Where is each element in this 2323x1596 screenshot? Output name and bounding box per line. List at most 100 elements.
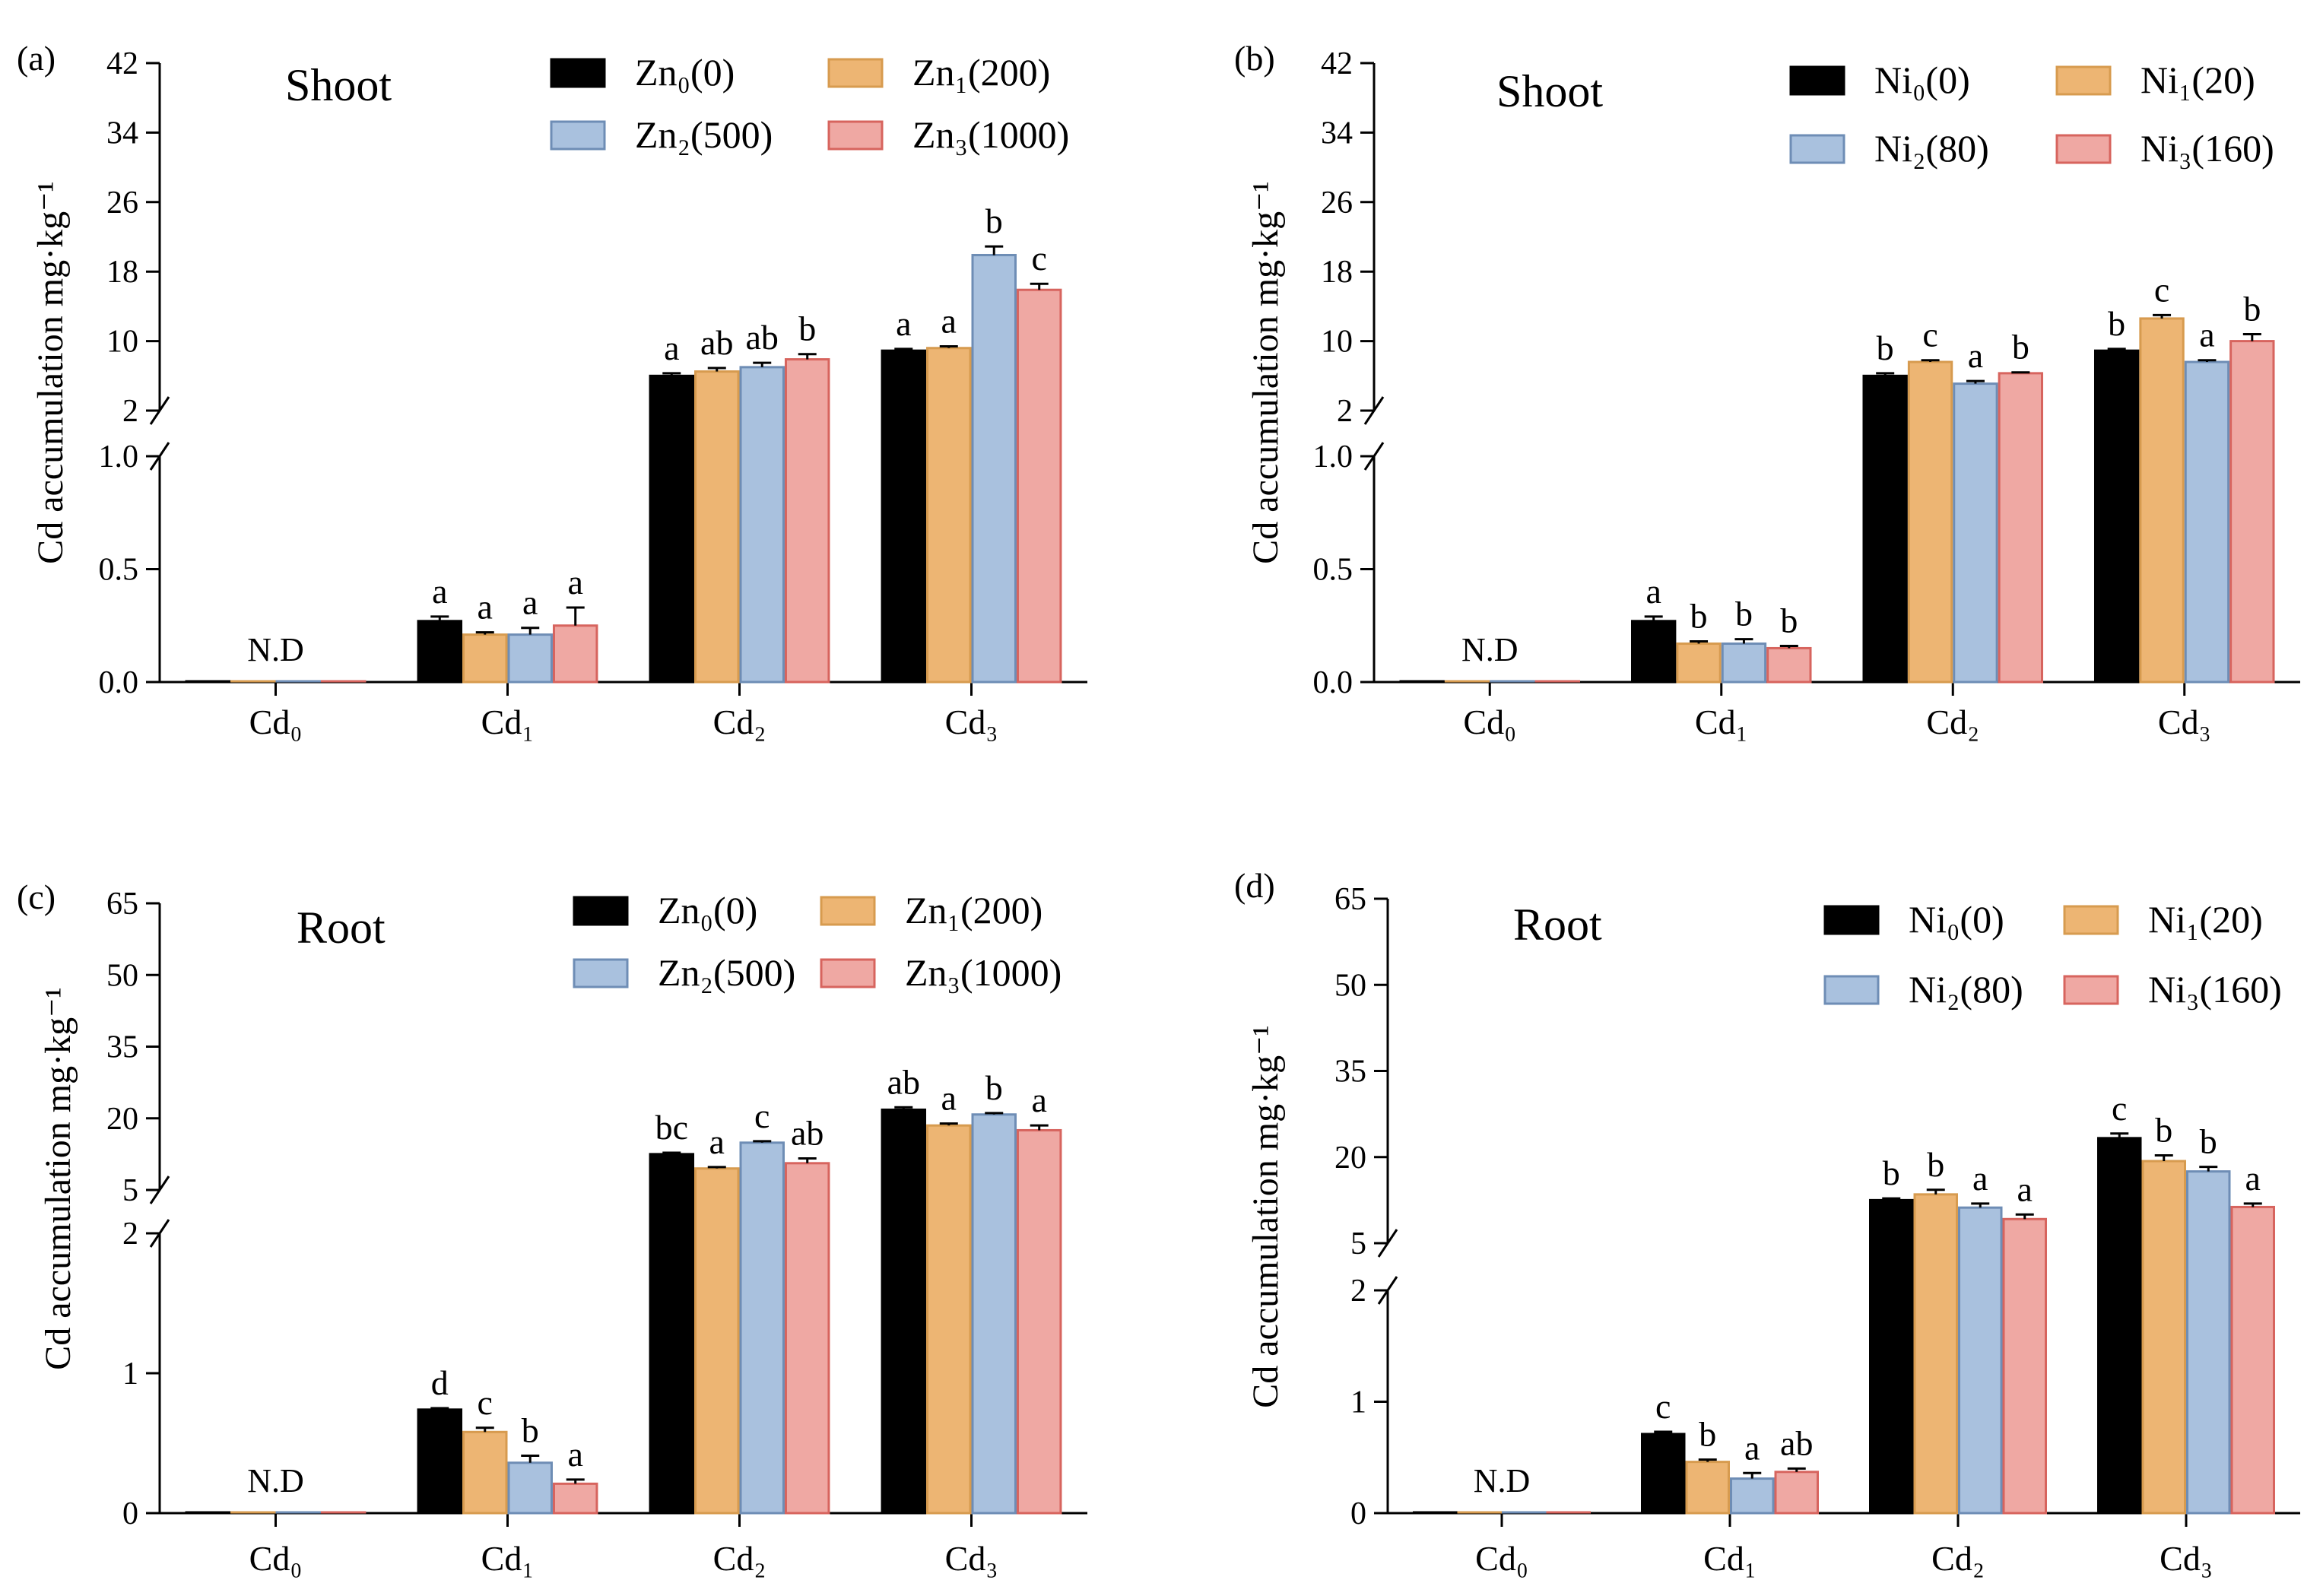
bar-a-s2-c3	[971, 253, 1017, 684]
significance-label: c	[1032, 239, 1047, 278]
bar-c-s0-c3	[881, 1108, 927, 1515]
legend-label: Ni₁(20)	[2148, 898, 2263, 941]
bar-c-s1-c2	[694, 1167, 740, 1515]
significance-label: b	[1883, 1153, 1900, 1192]
significance-label: ab	[1780, 1423, 1813, 1462]
bar-d-s0-c1	[1641, 1433, 1686, 1515]
bar-d-s3-c2	[2002, 1217, 2047, 1515]
y-tick-label: 5	[122, 1173, 138, 1208]
significance-label: a	[478, 588, 493, 627]
bar-a-s1-c2	[694, 370, 740, 684]
x-tick-label: Cd₁	[1695, 703, 1748, 741]
significance-label: c	[1922, 316, 1937, 354]
x-tick-label: Cd₀	[249, 1539, 303, 1578]
significance-label: a	[2017, 1169, 2033, 1208]
y-tick-label: 5	[1350, 1226, 1366, 1261]
y-tick-label: 34	[1321, 116, 1353, 151]
x-tick-label: Cd₂	[1931, 1539, 1985, 1578]
significance-label: b	[1927, 1145, 1944, 1184]
legend-label: Zn₃(1000)	[905, 951, 1062, 994]
bar-c-s2-c2	[739, 1141, 785, 1515]
bar-b-s0-c2	[1862, 374, 1908, 684]
legend-swatch-2	[1789, 134, 1845, 164]
significance-label: b	[2155, 1110, 2172, 1149]
significance-label: ab	[791, 1114, 824, 1153]
significance-label: c	[2112, 1089, 2127, 1128]
bar-d-s1-c3	[2141, 1160, 2186, 1515]
nd-annotation: N.D	[247, 1462, 304, 1499]
bar-c-s1-c1	[462, 1430, 508, 1515]
significance-label: b	[1699, 1415, 1716, 1454]
significance-label: a	[664, 328, 679, 367]
bar-b-s2-c1	[1721, 643, 1767, 684]
bar-b-s0-c1	[1630, 620, 1677, 684]
legend-swatch-2	[573, 958, 629, 988]
y-tick-label: 26	[106, 186, 138, 221]
x-tick-label: Cd₁	[481, 703, 535, 741]
legend-label: Ni₂(80)	[1874, 127, 1989, 170]
significance-label: a	[941, 1079, 957, 1118]
significance-label: a	[941, 301, 957, 340]
significance-label: d	[431, 1363, 449, 1402]
bar-a-s0-c1	[417, 620, 463, 684]
y-tick-label: 42	[1321, 46, 1353, 81]
y-tick-label: 0.0	[99, 665, 139, 700]
legend-label: Zn₁(200)	[912, 51, 1050, 94]
significance-label: b	[798, 309, 816, 348]
significance-label: a	[2199, 316, 2214, 354]
bar-d-s1-c2	[1913, 1193, 1958, 1515]
legend-label: Zn₀(0)	[658, 889, 757, 931]
bar-b-s1-c1	[1676, 643, 1722, 684]
legend-swatch-0	[550, 58, 606, 88]
significance-label: ab	[887, 1062, 920, 1101]
bar-c-s0-c1	[417, 1408, 463, 1515]
significance-label: ab	[700, 323, 733, 362]
panel-letter: (a)	[17, 39, 56, 78]
x-tick-label: Cd₃	[945, 1539, 998, 1578]
significance-label: b	[985, 1068, 1003, 1107]
significance-label: b	[1877, 328, 1894, 367]
significance-label: a	[568, 563, 583, 601]
y-tick-label: 0.0	[1313, 665, 1353, 700]
significance-label: b	[1780, 601, 1798, 639]
y-tick-label: 10	[106, 325, 138, 360]
y-tick-label: 1.0	[99, 439, 139, 474]
y-tick-label: 42	[106, 46, 138, 81]
y-tick-label: 50	[106, 958, 138, 993]
legend-swatch-0	[1789, 65, 1845, 96]
legend-label: Zn₀(0)	[635, 51, 735, 94]
y-axis-label: Cd accumulation mg·kg⁻¹	[38, 987, 78, 1370]
bar-b-s3-c1	[1766, 646, 1812, 684]
y-tick-label: 0	[122, 1496, 138, 1531]
legend-swatch-1	[2063, 905, 2119, 935]
significance-label: c	[2154, 270, 2169, 309]
legend-label: Zn₃(1000)	[912, 113, 1069, 156]
bar-d-s3-c3	[2230, 1205, 2275, 1515]
panel-title: Root	[1513, 900, 1602, 950]
y-tick-label: 2	[1337, 394, 1353, 429]
x-tick-label: Cd₂	[713, 1539, 766, 1578]
x-tick-label: Cd₂	[713, 703, 766, 741]
significance-label: b	[2108, 304, 2125, 343]
bar-a-s2-c2	[739, 366, 785, 684]
panel-title: Shoot	[1496, 66, 1603, 116]
y-tick-label: 18	[106, 255, 138, 290]
significance-label: c	[478, 1383, 493, 1422]
bar-d-s2-c1	[1730, 1477, 1775, 1515]
bar-a-s0-c2	[649, 374, 695, 684]
legend-swatch-0	[1823, 905, 1880, 935]
y-axis-label: Cd accumulation mg·kg⁻¹	[1246, 1025, 1286, 1408]
legend-swatch-1	[820, 896, 876, 926]
bar-b-s0-c3	[2093, 349, 2140, 684]
nd-annotation: N.D	[1461, 631, 1519, 668]
y-tick-label: 20	[106, 1102, 138, 1137]
bar-b-s1-c2	[1907, 360, 1953, 684]
legend-label: Ni₂(80)	[1909, 968, 2023, 1011]
bar-c-s2-c1	[507, 1461, 553, 1515]
x-tick-label: Cd₃	[945, 703, 998, 741]
bar-b-s2-c3	[2184, 360, 2230, 684]
bar-b-s2-c2	[1953, 382, 1998, 684]
